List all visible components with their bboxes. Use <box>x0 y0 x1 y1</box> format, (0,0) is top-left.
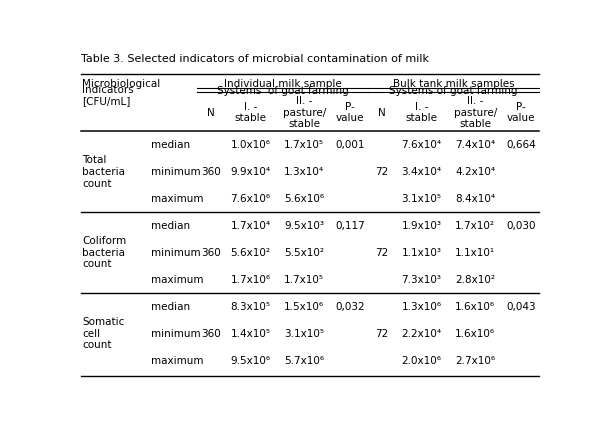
Text: 9.9x10⁴: 9.9x10⁴ <box>230 167 271 177</box>
Text: 3.1x10⁵: 3.1x10⁵ <box>284 329 324 339</box>
Text: 4.2x10⁴: 4.2x10⁴ <box>455 167 496 177</box>
Text: Microbiological: Microbiological <box>82 79 161 89</box>
Text: 1.0x10⁶: 1.0x10⁶ <box>230 140 271 150</box>
Text: 1.7x10⁴: 1.7x10⁴ <box>230 221 271 231</box>
Text: 0,664: 0,664 <box>506 140 536 150</box>
Text: 9.5x10⁶: 9.5x10⁶ <box>230 356 271 366</box>
Text: 5.7x10⁶: 5.7x10⁶ <box>284 356 325 366</box>
Text: 1.6x10⁶: 1.6x10⁶ <box>455 329 496 339</box>
Text: median: median <box>151 140 190 150</box>
Text: N: N <box>378 108 386 118</box>
Text: II. -
pasture/
stable: II. - pasture/ stable <box>454 96 497 129</box>
Text: [CFU/mL]: [CFU/mL] <box>82 96 131 106</box>
Text: N: N <box>207 108 215 118</box>
Text: 72: 72 <box>375 167 388 177</box>
Text: Somatic
cell
count: Somatic cell count <box>82 317 125 350</box>
Text: maximum: maximum <box>151 194 204 204</box>
Text: 1.7x10⁶: 1.7x10⁶ <box>230 275 271 285</box>
Text: 2.2x10⁴: 2.2x10⁴ <box>401 329 442 339</box>
Text: 3.1x10⁵: 3.1x10⁵ <box>401 194 442 204</box>
Text: Bulk tank milk samples: Bulk tank milk samples <box>393 79 514 89</box>
Text: 7.4x10⁴: 7.4x10⁴ <box>455 140 496 150</box>
Text: 72: 72 <box>375 248 388 258</box>
Text: 0,030: 0,030 <box>506 221 536 231</box>
Text: minimum: minimum <box>151 167 201 177</box>
Text: 0,043: 0,043 <box>506 302 536 312</box>
Text: indicators: indicators <box>82 85 134 95</box>
Text: I. -
stable: I. - stable <box>406 102 437 124</box>
Text: Individual milk sample: Individual milk sample <box>224 79 341 89</box>
Text: 2.8x10²: 2.8x10² <box>455 275 495 285</box>
Text: maximum: maximum <box>151 356 204 366</box>
Text: 1.1x10¹: 1.1x10¹ <box>455 248 496 258</box>
Text: I. -
stable: I. - stable <box>235 102 266 124</box>
Text: P-
value: P- value <box>507 102 535 124</box>
Text: 1.7x10⁵: 1.7x10⁵ <box>284 275 324 285</box>
Text: 3.4x10⁴: 3.4x10⁴ <box>401 167 442 177</box>
Text: 2.7x10⁶: 2.7x10⁶ <box>455 356 496 366</box>
Text: 5.5x10²: 5.5x10² <box>284 248 324 258</box>
Text: 1.4x10⁵: 1.4x10⁵ <box>230 329 271 339</box>
Text: 7.6x10⁶: 7.6x10⁶ <box>230 194 271 204</box>
Text: 0,117: 0,117 <box>335 221 365 231</box>
Text: 360: 360 <box>201 167 221 177</box>
Text: 1.9x10³: 1.9x10³ <box>401 221 442 231</box>
Text: II. -
pasture/
stable: II. - pasture/ stable <box>283 96 326 129</box>
Text: P-
value: P- value <box>336 102 364 124</box>
Text: maximum: maximum <box>151 275 204 285</box>
Text: 1.7x10⁵: 1.7x10⁵ <box>284 140 324 150</box>
Text: 360: 360 <box>201 329 221 339</box>
Text: 1.3x10⁶: 1.3x10⁶ <box>401 302 442 312</box>
Text: 1.7x10²: 1.7x10² <box>455 221 495 231</box>
Text: median: median <box>151 221 190 231</box>
Text: minimum: minimum <box>151 329 201 339</box>
Text: 360: 360 <box>201 248 221 258</box>
Text: 72: 72 <box>375 329 388 339</box>
Text: 5.6x10²: 5.6x10² <box>230 248 271 258</box>
Text: 8.4x10⁴: 8.4x10⁴ <box>455 194 496 204</box>
Text: Coliform
bacteria
count: Coliform bacteria count <box>82 236 127 270</box>
Text: 0,032: 0,032 <box>335 302 365 312</box>
Text: 9.5x10³: 9.5x10³ <box>284 221 324 231</box>
Text: Table 3. Selected indicators of microbial contamination of milk: Table 3. Selected indicators of microbia… <box>80 55 428 64</box>
Text: 1.1x10³: 1.1x10³ <box>401 248 442 258</box>
Text: 1.5x10⁶: 1.5x10⁶ <box>284 302 325 312</box>
Text: 5.6x10⁶: 5.6x10⁶ <box>284 194 325 204</box>
Text: 2.0x10⁶: 2.0x10⁶ <box>401 356 442 366</box>
Text: 7.3x10³: 7.3x10³ <box>401 275 442 285</box>
Text: minimum: minimum <box>151 248 201 258</box>
Text: 1.6x10⁶: 1.6x10⁶ <box>455 302 496 312</box>
Text: Total
bacteria
count: Total bacteria count <box>82 155 125 189</box>
Text: 7.6x10⁴: 7.6x10⁴ <box>401 140 442 150</box>
Text: median: median <box>151 302 190 312</box>
Text: 0,001: 0,001 <box>335 140 365 150</box>
Text: 8.3x10⁵: 8.3x10⁵ <box>230 302 271 312</box>
Text: Systems of goat farming: Systems of goat farming <box>389 86 518 96</box>
Text: 1.3x10⁴: 1.3x10⁴ <box>284 167 325 177</box>
Text: Systems  of goat farming: Systems of goat farming <box>217 86 349 96</box>
